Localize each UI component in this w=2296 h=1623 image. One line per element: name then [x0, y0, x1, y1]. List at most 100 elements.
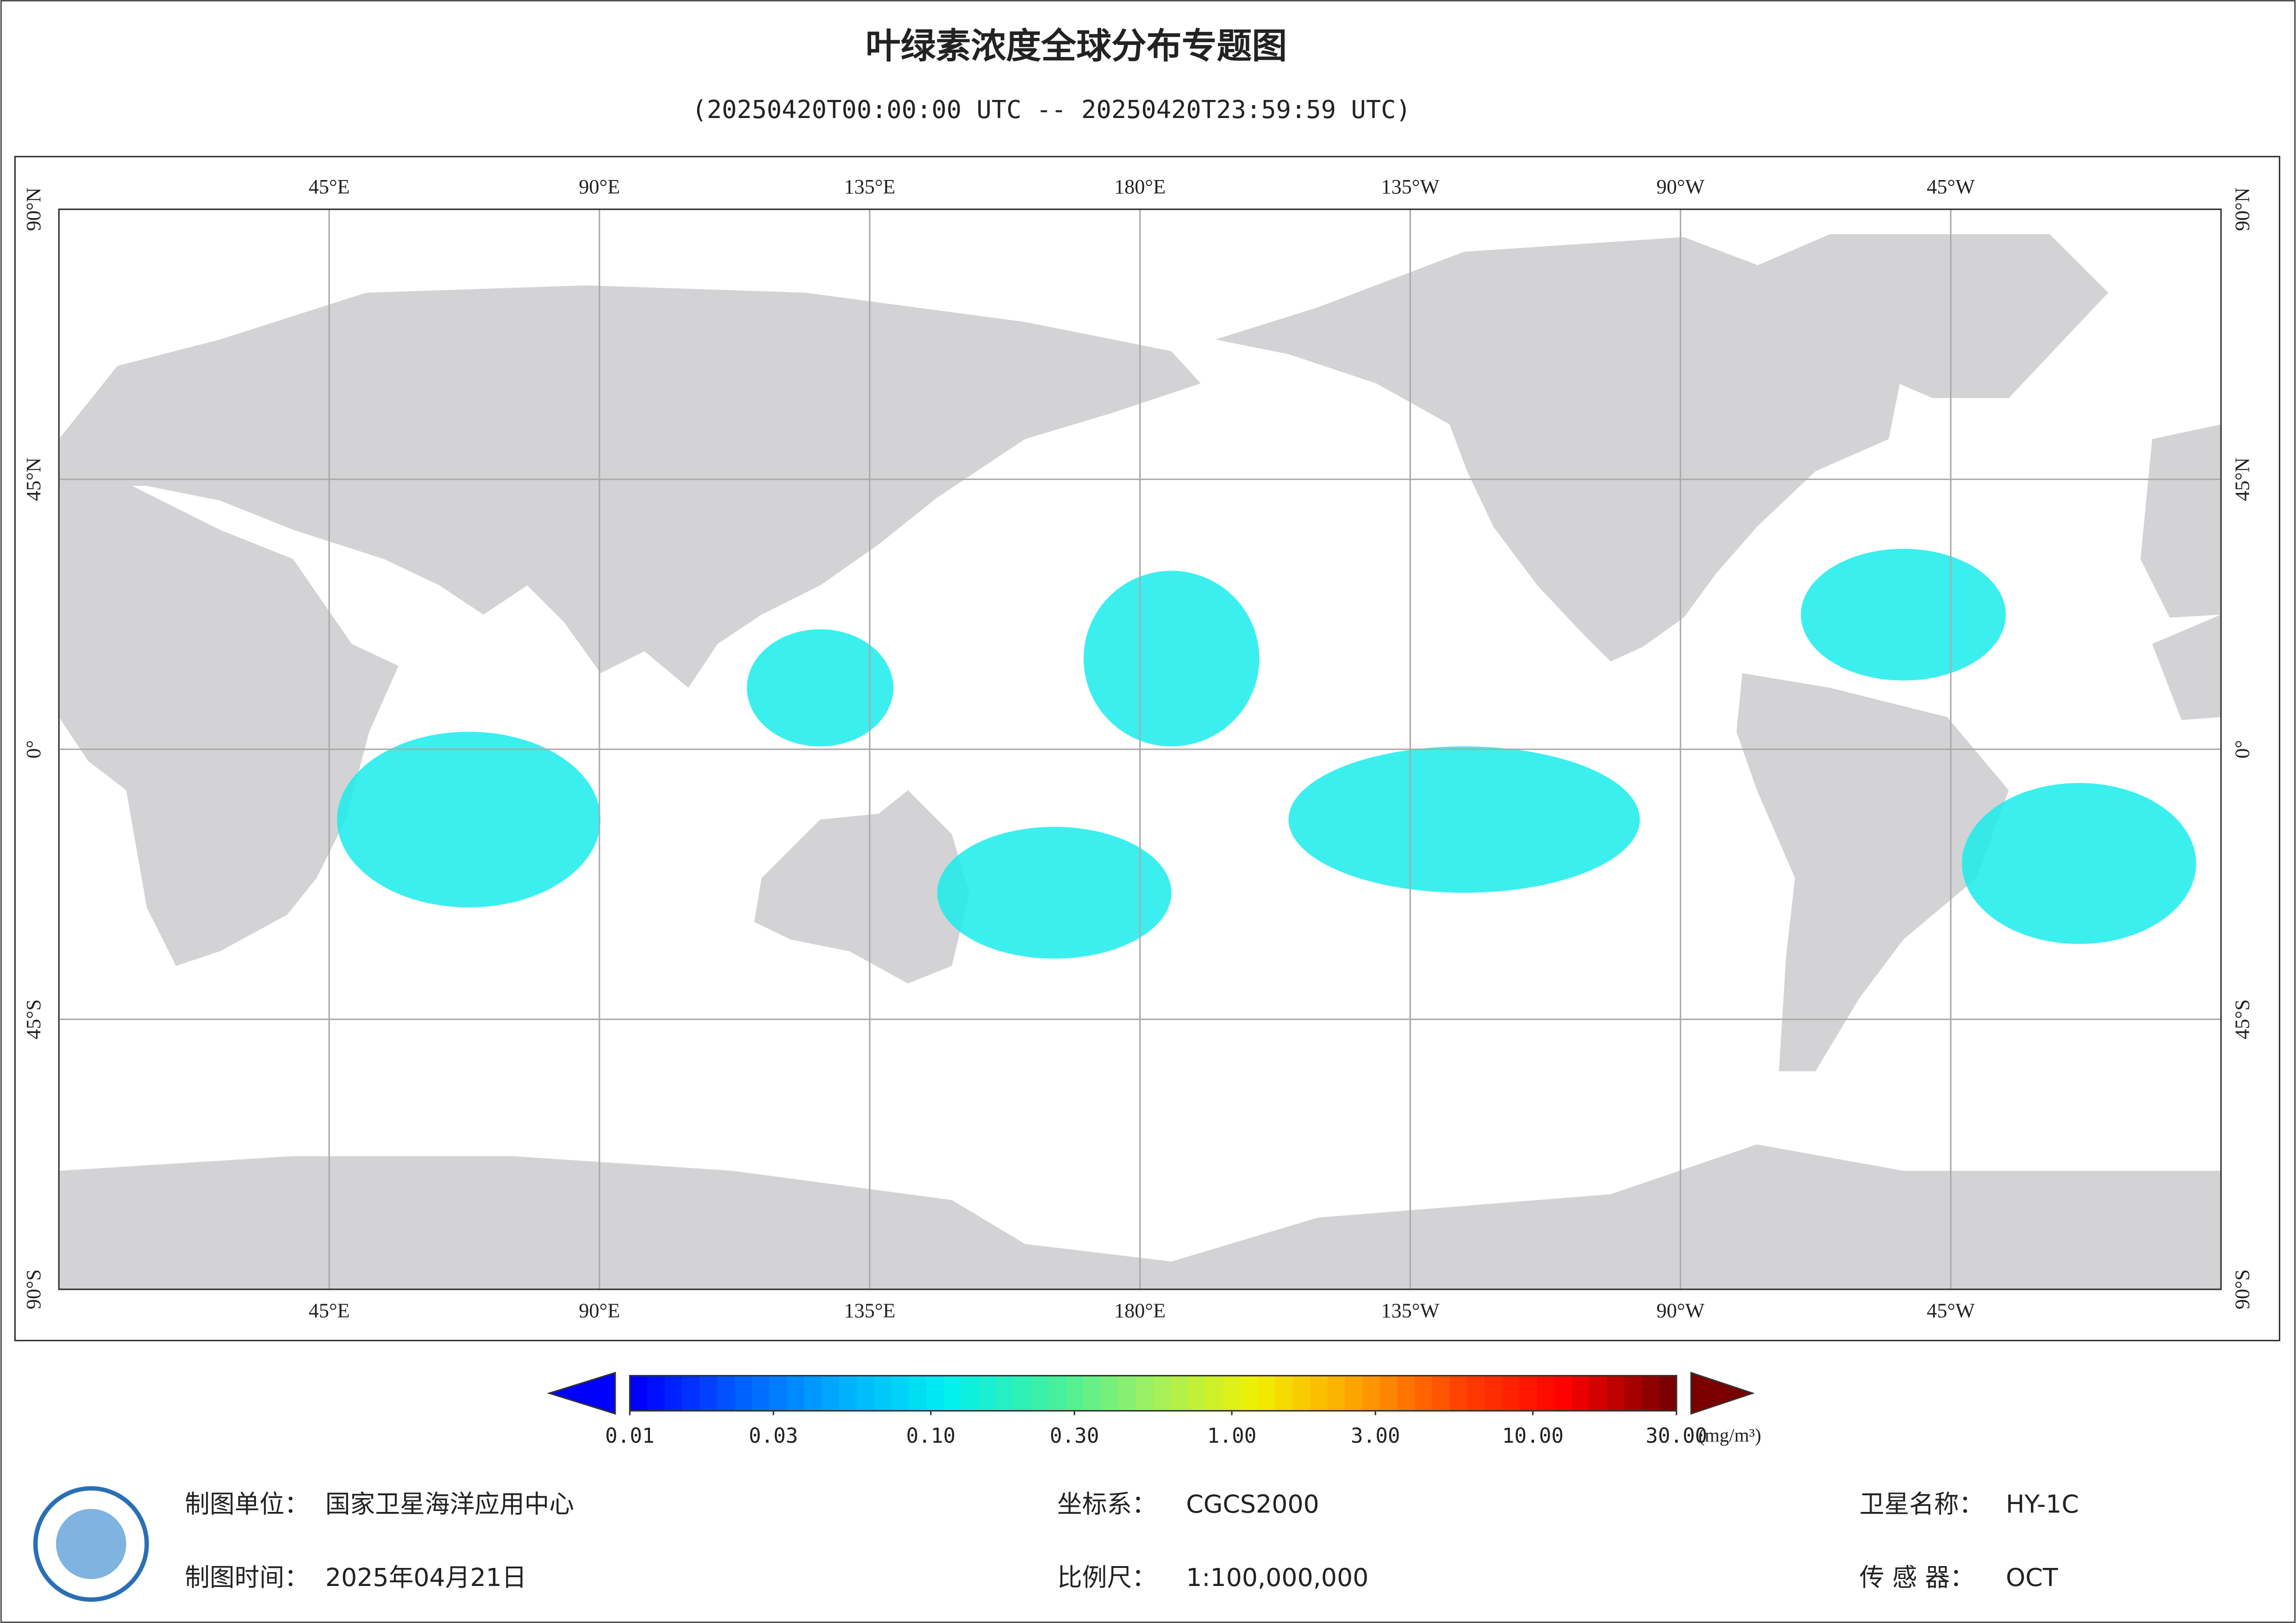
lon-label: 90°W — [1656, 1300, 1704, 1322]
footer-label: 坐标系： — [1057, 1490, 1157, 1519]
lon-label: 135°W — [1381, 1300, 1440, 1322]
land — [59, 485, 399, 966]
colorbar-segment — [752, 1375, 770, 1411]
colorbar-segment — [1449, 1375, 1468, 1411]
chlorophyll-patch — [1801, 548, 2006, 681]
lon-label: 135°E — [844, 175, 895, 198]
colorbar-label: 0.10 — [906, 1424, 956, 1448]
footer-label: 制图单位： — [185, 1490, 309, 1519]
colorbar-label: 0.30 — [1050, 1424, 1099, 1448]
colorbar-segment — [769, 1375, 788, 1411]
colorbar-segment — [1554, 1375, 1573, 1411]
colorbar-segment — [1641, 1375, 1660, 1411]
colorbar-segment — [1153, 1375, 1172, 1411]
colorbar-label: 0.03 — [749, 1424, 798, 1448]
colorbar-segment — [1589, 1375, 1608, 1411]
colorbar-segment — [1275, 1375, 1294, 1411]
lat-label: 90°S — [22, 1269, 45, 1310]
colorbar-segment — [1170, 1375, 1189, 1411]
colorbar-over — [1690, 1372, 1755, 1415]
lon-label: 135°W — [1381, 175, 1440, 198]
land — [1736, 673, 2009, 1071]
lat-label: 45°S — [22, 999, 45, 1039]
lat-label: 0° — [2231, 740, 2254, 759]
colorbar-segment — [874, 1375, 892, 1411]
footer-value: OCT — [2006, 1563, 2058, 1592]
lon-label: 45°W — [1927, 175, 1975, 198]
land — [1215, 237, 1903, 662]
lon-label: 90°E — [579, 1300, 620, 1322]
footer-value: 2025年04月21日 — [325, 1563, 527, 1592]
colorbar-segment — [1083, 1375, 1102, 1411]
colorbar-segment — [1606, 1375, 1625, 1411]
colorbar-segment — [1031, 1375, 1049, 1411]
lon-label: 180°E — [1114, 175, 1166, 198]
colorbar-segment — [699, 1375, 718, 1411]
colorbar-segment — [1397, 1375, 1416, 1411]
colorbar-segment — [1066, 1375, 1084, 1411]
map-border — [58, 208, 2222, 1290]
land — [2140, 424, 2221, 618]
colorbar-segment — [804, 1375, 823, 1411]
colorbar-segment — [1485, 1375, 1503, 1411]
logo — [33, 1486, 149, 1602]
colorbar-segment — [1327, 1375, 1346, 1411]
lat-label: 45°S — [2231, 999, 2254, 1039]
lon-label: 90°W — [1656, 175, 1704, 198]
lon-label: 45°W — [1927, 1300, 1975, 1322]
chlorophyll-patch — [1288, 746, 1640, 893]
colorbar-segment — [996, 1375, 1015, 1411]
lon-label: 180°E — [1114, 1300, 1166, 1322]
colorbar-segment — [1048, 1375, 1067, 1411]
colorbar-label: 10.00 — [1502, 1424, 1564, 1448]
chlorophyll-patch — [1962, 783, 2196, 944]
colorbar-segment — [647, 1375, 666, 1411]
lon-label: 45°E — [309, 175, 350, 198]
footer-value: CGCS2000 — [1186, 1490, 1319, 1519]
colorbar-segment — [1258, 1375, 1276, 1411]
colorbar-label: 1.00 — [1207, 1424, 1257, 1448]
colorbar-segment — [926, 1375, 945, 1411]
lat-label: 45°N — [2231, 458, 2254, 501]
footer-label: 传 感 器： — [1859, 1563, 1975, 1592]
lat-label: 45°N — [22, 458, 45, 501]
colorbar-segment — [839, 1375, 858, 1411]
title: 叶绿素浓度全球分布专题图 — [866, 25, 1287, 66]
colorbar-segment — [1188, 1375, 1206, 1411]
lat-label: 90°N — [22, 187, 45, 231]
chlorophyll-patch — [337, 732, 601, 908]
footer-value: 1:100,000,000 — [1186, 1563, 1368, 1592]
colorbar-segment — [1519, 1375, 1538, 1411]
colorbar-segment — [664, 1375, 683, 1411]
land — [2152, 615, 2221, 720]
colorbar-segment — [1292, 1375, 1311, 1411]
land — [754, 790, 970, 984]
colorbar-segment — [1345, 1375, 1363, 1411]
land — [59, 285, 1201, 688]
colorbar-segment — [979, 1375, 997, 1411]
colorbar-segment — [1415, 1375, 1433, 1411]
subtitle: (20250420T00:00:00 UTC -- 20250420T23:59… — [692, 95, 1411, 124]
lat-label: 0° — [22, 740, 45, 759]
colorbar-segment — [1136, 1375, 1154, 1411]
colorbar-segment — [1205, 1375, 1224, 1411]
lon-label: 135°E — [844, 1300, 895, 1322]
colorbar-segment — [630, 1375, 648, 1411]
colorbar-segment — [909, 1375, 927, 1411]
colorbar-segment — [822, 1375, 840, 1411]
colorbar-label: 30.00 — [1646, 1424, 1707, 1448]
colorbar-segment — [943, 1375, 962, 1411]
colorbar-under — [547, 1372, 616, 1415]
footer-label: 制图时间： — [185, 1563, 309, 1592]
colorbar-segment — [1467, 1375, 1485, 1411]
colorbar-segment — [786, 1375, 805, 1411]
colorbar-segment — [1240, 1375, 1259, 1411]
colorbar-label: 3.00 — [1351, 1424, 1400, 1448]
colorbar-segment — [1432, 1375, 1451, 1411]
lon-label: 45°E — [309, 1300, 350, 1322]
colorbar-segment — [682, 1375, 700, 1411]
lon-label: 90°E — [579, 175, 620, 198]
colorbar-segment — [961, 1375, 980, 1411]
colorbar-frame — [629, 1374, 1678, 1412]
